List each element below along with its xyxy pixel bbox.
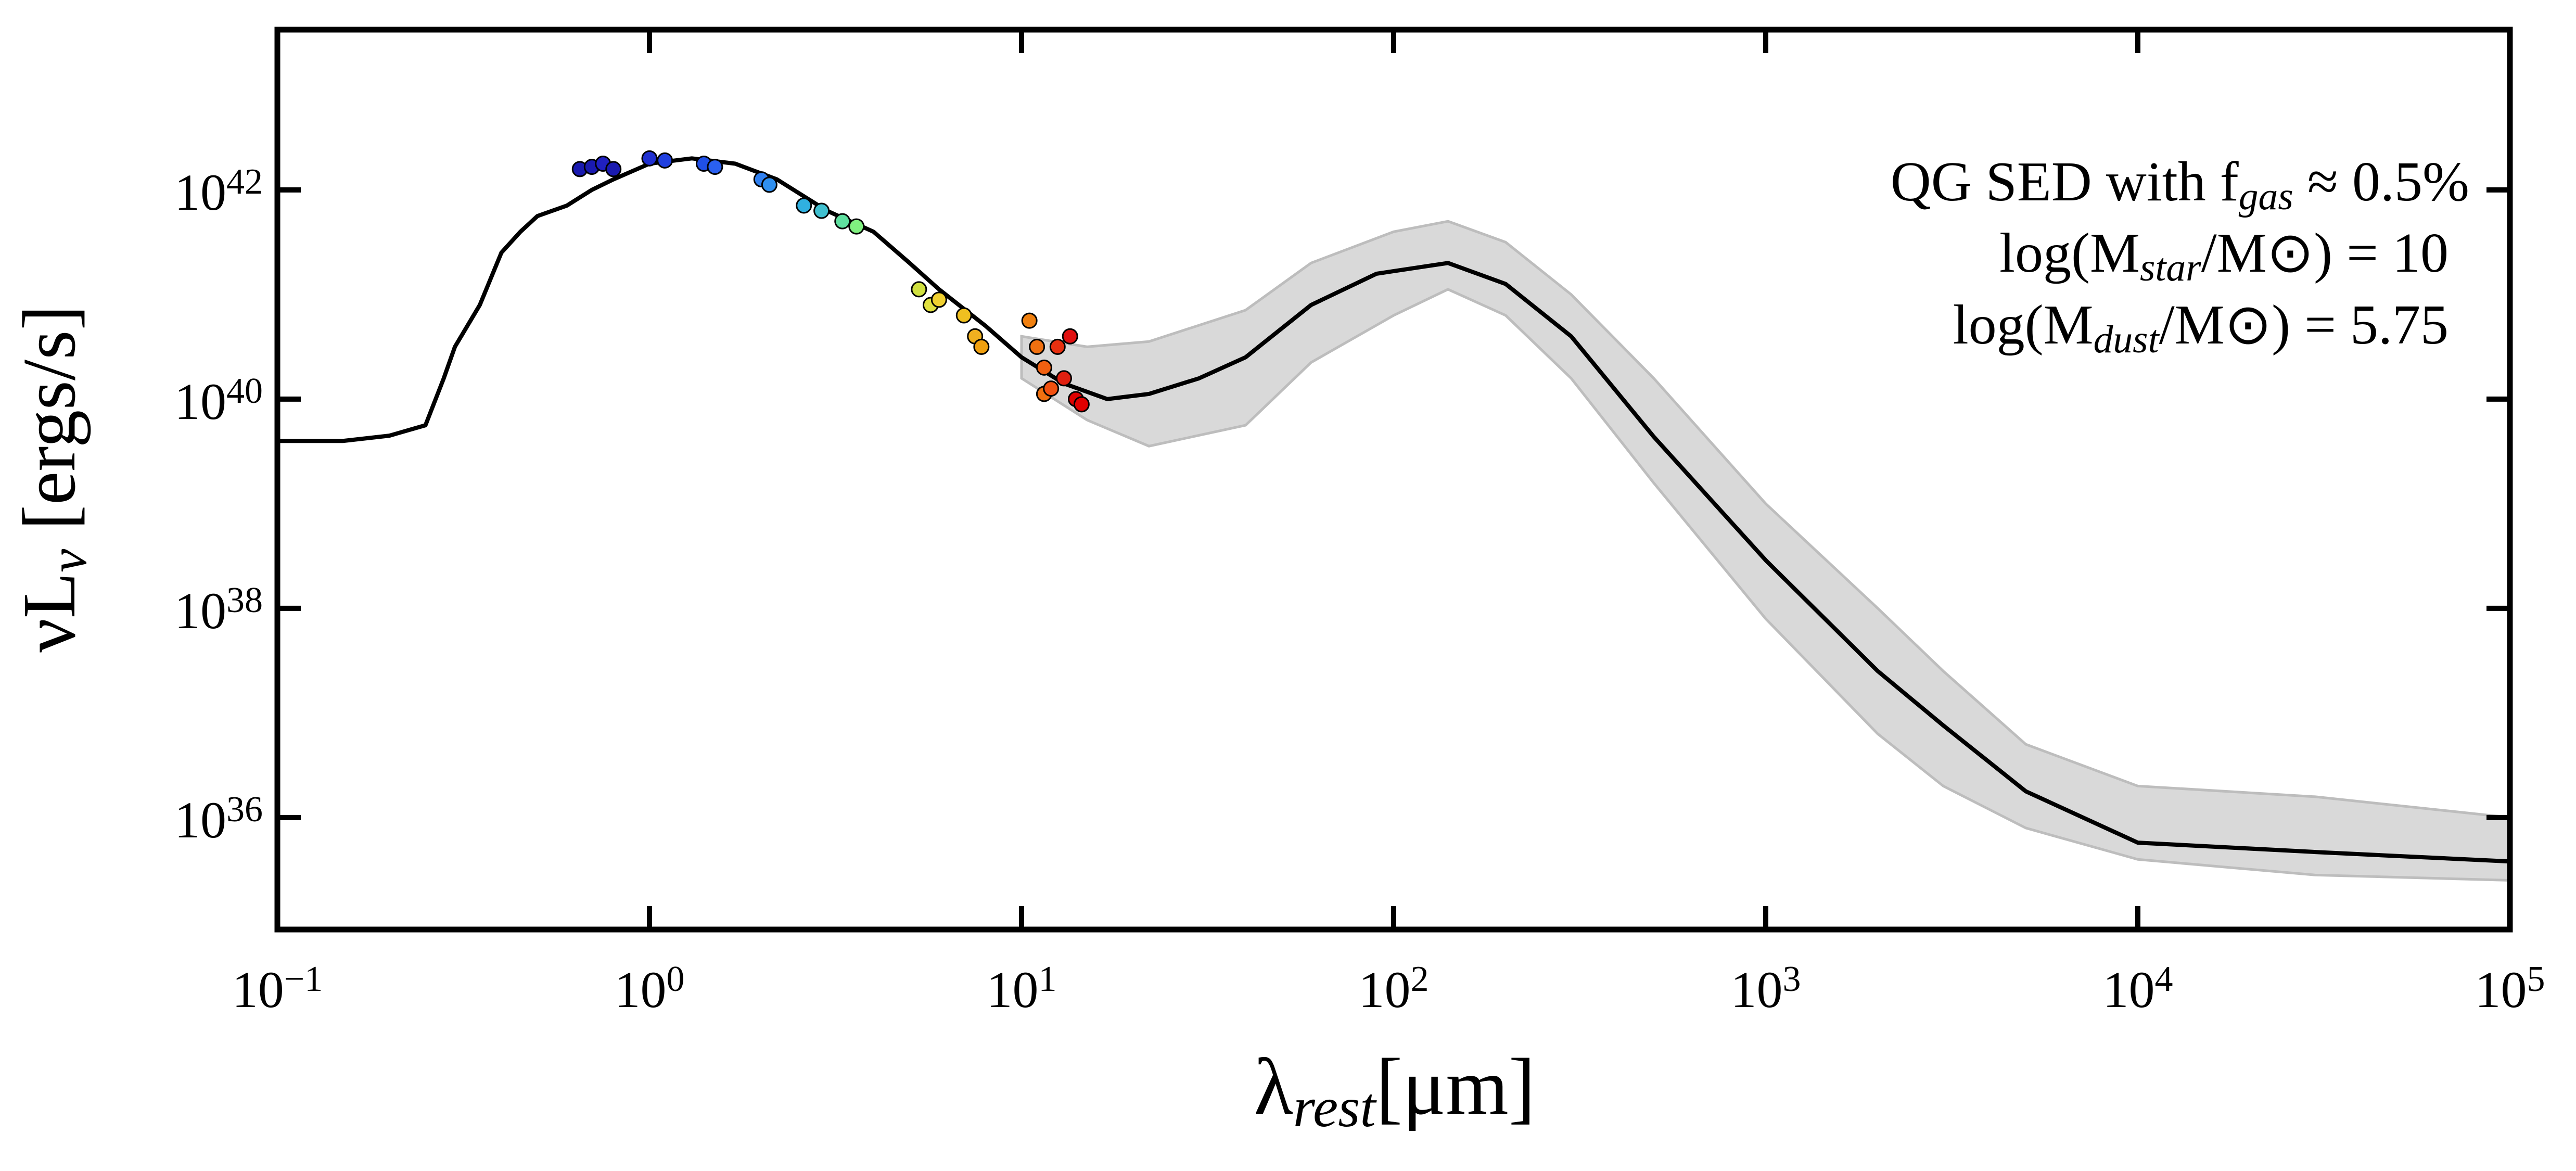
photometry-point xyxy=(641,150,658,167)
annotation: QG SED with fgas ≈ 0.5% xyxy=(1891,151,2469,218)
photometry-point xyxy=(1029,338,1045,355)
photometry-point xyxy=(1062,328,1078,345)
y-tick-label: 1040 xyxy=(174,371,263,430)
x-tick-label: 100 xyxy=(615,959,685,1019)
photometry-point xyxy=(1043,380,1060,397)
x-tick-label: 101 xyxy=(987,959,1057,1019)
photometry-point xyxy=(707,159,723,175)
photometry-point xyxy=(605,161,622,177)
y-axis-label: νLν [ergs/s] xyxy=(8,305,97,653)
uncertainty-band xyxy=(1020,220,2510,882)
annotation: log(Mstar/M⊙) = 10 xyxy=(1999,222,2449,289)
x-tick-label: 102 xyxy=(1359,959,1429,1019)
plot-frame xyxy=(274,27,2513,933)
x-tick-label: 104 xyxy=(2103,959,2173,1019)
photometry-point xyxy=(1036,359,1052,376)
x-tick-label: 103 xyxy=(1731,959,1801,1019)
photometry-point xyxy=(1055,370,1072,387)
photometry-point xyxy=(761,176,777,193)
photometry-point xyxy=(657,152,673,169)
photometry-point xyxy=(796,197,812,214)
photometry-point xyxy=(930,291,947,308)
photometry-point xyxy=(955,307,972,324)
y-tick-label: 1042 xyxy=(174,161,263,221)
annotation: log(Mdust/M⊙) = 5.75 xyxy=(1953,294,2449,361)
plot-area xyxy=(277,150,2510,882)
photometry-point xyxy=(911,281,927,298)
photometry-point xyxy=(1049,338,1066,355)
x-tick-label: 10−1 xyxy=(232,959,323,1019)
x-tick-label: 105 xyxy=(2475,959,2545,1019)
model-line xyxy=(277,156,2510,864)
photometry-point xyxy=(973,338,990,355)
x-axis-label: λrest[μm] xyxy=(1254,1042,1536,1139)
photometry-point xyxy=(1073,396,1090,413)
photometry-point xyxy=(834,213,851,230)
axes: 1036 1038 1040 1042 10−1 100 101 102 103 104 105 QG… xyxy=(174,27,2545,1019)
photometry-point xyxy=(848,218,865,235)
photometry-point xyxy=(1021,312,1038,329)
y-tick-label: 1038 xyxy=(174,580,263,640)
y-tick-label: 1036 xyxy=(174,789,263,849)
photometry-point xyxy=(813,202,830,219)
